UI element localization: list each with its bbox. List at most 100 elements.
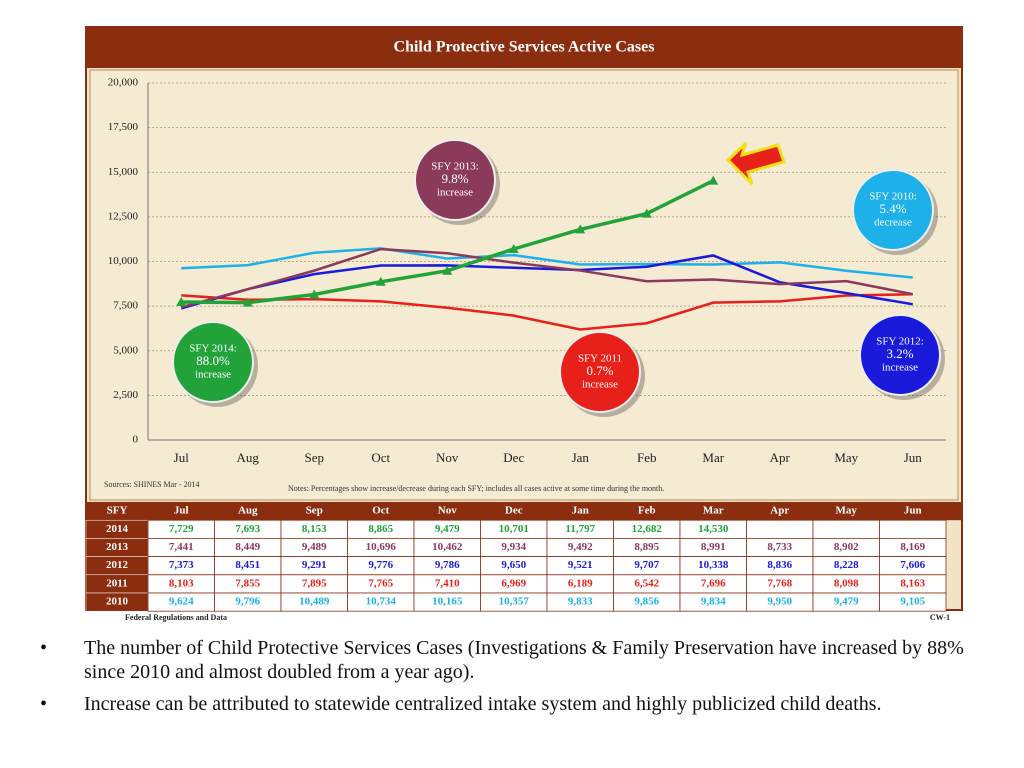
table-value: 6,542 — [634, 577, 659, 589]
annotation-text: 3.2% — [886, 346, 913, 361]
annotation-text: SFY 2013: — [431, 161, 479, 173]
plot-panel — [89, 69, 959, 501]
footer: Federal Regulations and Data — [125, 613, 227, 622]
table-col-header: Sep — [306, 505, 323, 517]
x-tick-label: Sep — [305, 450, 325, 465]
annotation-text: increase — [437, 187, 473, 199]
annotation-bubble — [172, 321, 254, 403]
table-value: 9,934 — [501, 541, 526, 553]
table-value: 9,833 — [568, 596, 593, 608]
table-value: 10,338 — [698, 559, 729, 571]
table-col-header: Jul — [174, 505, 189, 517]
marker — [708, 175, 719, 185]
annotation-text: 0.7% — [586, 363, 613, 378]
table-value: 6,969 — [501, 577, 526, 589]
y-tick-label: 7,500 — [113, 300, 138, 312]
series-line — [181, 293, 913, 331]
x-tick-label: Apr — [770, 450, 791, 465]
bullet: Increase can be attributed to statewide … — [40, 692, 980, 716]
table-col-header: Dec — [505, 505, 523, 517]
table-value: 7,693 — [235, 523, 260, 535]
x-tick-label: Jan — [572, 450, 590, 465]
table-value: 10,701 — [499, 523, 529, 535]
table-col-header: Mar — [703, 505, 724, 517]
marker — [375, 276, 386, 286]
y-tick-label: 12,500 — [108, 210, 139, 222]
table-value: 10,696 — [366, 541, 397, 553]
annotation-text: increase — [195, 369, 231, 381]
table-value: 7,373 — [169, 559, 194, 571]
annotation-text: SFY 2012: — [876, 336, 924, 348]
notes: Notes: Percentages show increase/decreas… — [288, 484, 664, 493]
table-value: 9,492 — [568, 541, 593, 553]
table-value: 9,624 — [169, 596, 194, 608]
table-value: 9,796 — [235, 596, 260, 608]
table-header-bg — [86, 502, 962, 521]
x-tick-label: Jul — [174, 450, 190, 465]
table-value: 9,521 — [568, 559, 593, 571]
table-value: 10,165 — [432, 596, 463, 608]
table-value: 7,765 — [368, 577, 393, 589]
annotation-text: 9.8% — [441, 171, 468, 186]
bullet: The number of Child Protective Services … — [40, 636, 980, 684]
x-tick-label: Aug — [237, 450, 260, 465]
table-value: 9,291 — [302, 559, 327, 571]
marker — [242, 297, 253, 307]
y-tick-label: 0 — [133, 434, 139, 446]
table-col-header: Nov — [438, 505, 457, 517]
annotation-text: decrease — [874, 217, 912, 229]
table-value: 9,707 — [634, 559, 659, 571]
table-value: 6,189 — [568, 577, 593, 589]
table-value: 9,105 — [900, 596, 925, 608]
annotation-bubble — [852, 169, 934, 251]
marker — [641, 208, 652, 218]
table-value: 8,153 — [302, 523, 327, 535]
table-value: 9,856 — [634, 596, 659, 608]
table-row-label: 2012 — [106, 559, 129, 571]
chart: Child Protective Services Active Cases S… — [85, 26, 963, 622]
table-value: 8,836 — [767, 559, 792, 571]
annotation-text: SFY 2011 — [578, 353, 622, 365]
table-value: 7,606 — [900, 559, 925, 571]
page-code: CW-1 — [930, 613, 950, 622]
annotation-text: 88.0% — [196, 353, 230, 368]
table-value: 7,768 — [767, 577, 792, 589]
highlight-arrow — [725, 141, 786, 186]
x-tick-label: May — [834, 450, 858, 465]
y-tick-label: 17,500 — [108, 121, 139, 133]
table-header: SFY — [107, 505, 128, 517]
table-value: 10,734 — [366, 596, 397, 608]
marker — [575, 224, 586, 234]
table-row-label: 2014 — [106, 523, 129, 535]
annotation-text: SFY 2010: — [869, 191, 917, 203]
table-cell — [812, 519, 880, 539]
table-value: 8,991 — [701, 541, 726, 553]
x-tick-label: Feb — [637, 450, 657, 465]
title-bar — [86, 27, 962, 68]
bullet-list: The number of Child Protective Services … — [40, 636, 980, 724]
table-value: 8,103 — [169, 577, 194, 589]
sources: Sources: SHINES Mar - 2014 — [104, 480, 200, 489]
table-cell — [879, 592, 947, 612]
x-tick-label: Oct — [371, 450, 390, 465]
table-value: 8,895 — [634, 541, 659, 553]
table-col-header: Oct — [372, 505, 389, 517]
x-tick-label: Jun — [904, 450, 923, 465]
chart-title: Child Protective Services Active Cases — [394, 39, 655, 56]
table-value: 7,696 — [701, 577, 726, 589]
table-value: 9,479 — [834, 596, 859, 608]
table-value: 8,733 — [767, 541, 792, 553]
table-row-label: 2011 — [106, 577, 127, 589]
table-value: 7,729 — [169, 523, 194, 535]
table-col-header: Apr — [770, 505, 789, 517]
table-value: 7,855 — [235, 577, 260, 589]
table-value: 8,098 — [834, 577, 859, 589]
table-value: 9,650 — [501, 559, 526, 571]
table-value: 8,865 — [368, 523, 393, 535]
table-value: 9,950 — [767, 596, 792, 608]
table-value: 7,410 — [435, 577, 460, 589]
table-value: 10,357 — [499, 596, 530, 608]
annotation-text: increase — [582, 379, 618, 391]
table-col-header: Jan — [572, 505, 589, 517]
annotation-text: increase — [882, 362, 918, 374]
